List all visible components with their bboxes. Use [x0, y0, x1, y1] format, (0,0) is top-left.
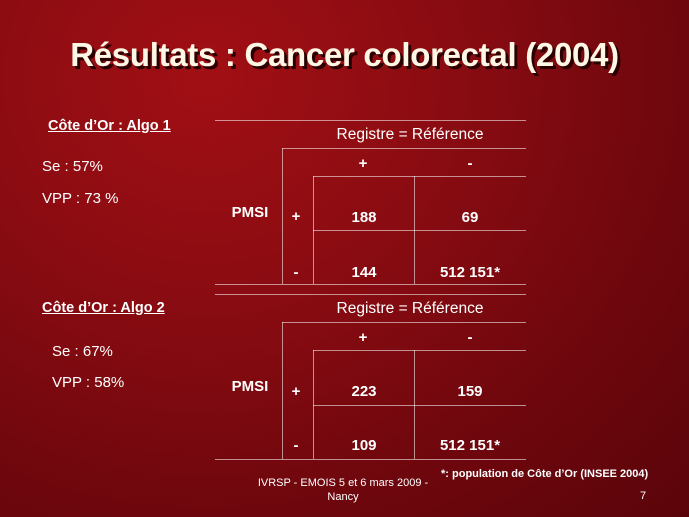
cell-true-negative: 512 151*	[439, 264, 501, 281]
sensitivity-value: Se : 57%	[42, 158, 103, 175]
cell-true-negative: 512 151*	[439, 437, 501, 454]
sensitivity-value: Se : 67%	[52, 343, 113, 360]
cell-true-positive: 188	[351, 209, 377, 226]
col-header-negative: -	[467, 155, 473, 172]
section-label: Côte d’Or : Algo 1	[48, 118, 171, 134]
col-header-positive: +	[358, 329, 368, 346]
cell-false-positive: 159	[457, 383, 483, 400]
row-header-positive: +	[291, 383, 301, 400]
row-label: PMSI	[231, 378, 269, 395]
ppv-value: VPP : 73 %	[42, 190, 119, 207]
ppv-value: VPP : 58%	[52, 374, 125, 391]
row-header-positive: +	[291, 208, 301, 225]
row-header-negative: -	[293, 264, 299, 281]
slide-footer: IVRSP - EMOIS 5 et 6 mars 2009 - Nancy	[257, 477, 429, 503]
cell-false-positive: 69	[461, 209, 479, 226]
slide-title: Résultats : Cancer colorectal (2004)	[70, 36, 619, 73]
col-header-negative: -	[467, 329, 473, 346]
cell-true-positive: 223	[351, 383, 377, 400]
section-label: Côte d’Or : Algo 2	[42, 300, 165, 316]
page-number: 7	[640, 490, 647, 502]
footnote: *: population de Côte d’Or (INSEE 2004)	[441, 468, 649, 480]
row-label: PMSI	[231, 204, 269, 221]
table-header: Registre = Référence	[336, 300, 484, 317]
cell-false-negative: 144	[351, 264, 377, 281]
col-header-positive: +	[358, 155, 368, 172]
table-header: Registre = Référence	[336, 126, 484, 143]
row-header-negative: -	[293, 437, 299, 454]
cell-false-negative: 109	[351, 437, 377, 454]
